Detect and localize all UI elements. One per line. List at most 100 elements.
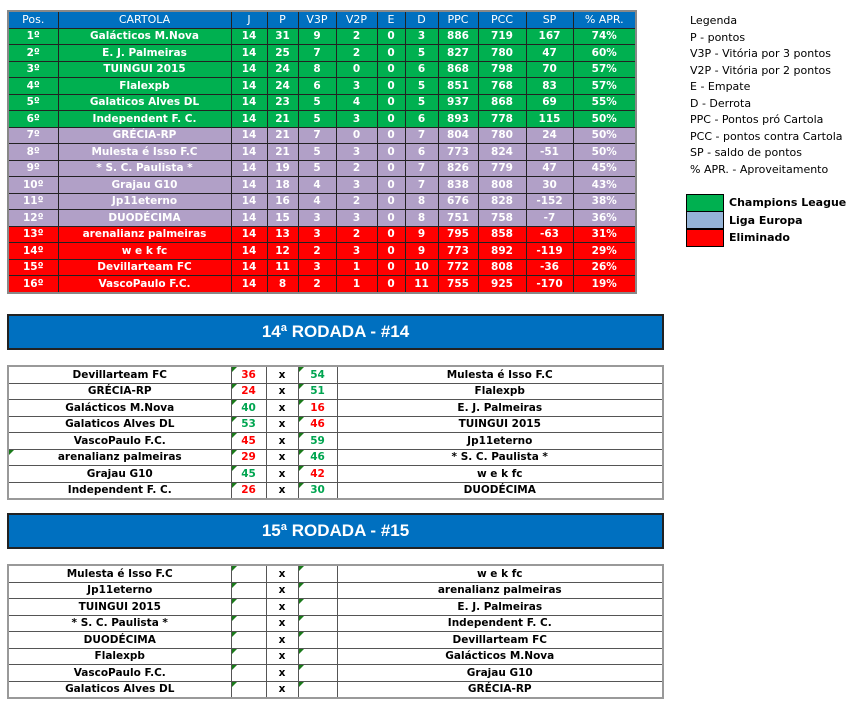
versus-label: x [265,481,299,500]
table-cell: 758 [477,209,527,227]
column-header: D [404,10,439,29]
zone-swatch [686,211,724,230]
table-cell: 38% [572,192,637,210]
table-cell: 7 [404,159,439,177]
table-cell: 3 [297,225,337,243]
table-cell: 70 [525,60,574,78]
table-cell: 7 [404,176,439,194]
table-cell: 18 [266,176,299,194]
zone-legend-item: Champions League [686,193,846,212]
table-cell: 780 [477,44,527,62]
table-cell: Flalexpb [57,77,232,95]
home-team: Galaticos Alves DL [7,680,232,699]
table-cell: E. J. Palmeiras [57,44,232,62]
table-cell: 2º [7,44,59,62]
table-cell: 6 [404,143,439,161]
table-cell: 0 [376,27,406,45]
home-team: Devillarteam FC [7,365,232,384]
table-cell: 11 [266,258,299,276]
home-team: GRÉCIA-RP [7,382,232,400]
home-team: Galaticos Alves DL [7,415,232,433]
away-score: 46 [297,415,338,433]
legend: Legenda P - pontos V3P - Vitória por 3 pon… [690,13,843,178]
table-cell: 886 [437,27,479,45]
table-cell: Galácticos M.Nova [57,27,232,45]
home-team: Jp11eterno [7,581,232,599]
column-header: PPC [437,10,479,29]
home-score [230,647,267,665]
table-cell: 6 [297,77,337,95]
round-14-matches: Devillarteam FC 36 x 54 Mulesta é Isso F.C GR… [7,365,664,500]
table-cell: 2 [297,275,337,293]
match-row: Galaticos Alves DL 53 x 46 TUINGUI 2015 [7,415,664,433]
table-cell: 10 [404,258,439,276]
home-score [230,680,267,699]
table-cell: 14 [230,126,268,144]
table-cell: 3 [335,176,378,194]
home-team: DUODÉCIMA [7,631,232,649]
match-row: Devillarteam FC 36 x 54 Mulesta é Isso F.C [7,365,664,384]
table-cell: 0 [376,126,406,144]
away-team: Flalexpb [336,382,664,400]
table-cell: 868 [437,60,479,78]
table-cell: 55% [572,93,637,111]
round-15-banner: 15ª RODADA - #15 [7,513,664,549]
versus-label: x [265,399,299,417]
table-cell: 6 [404,110,439,128]
table-cell: Mulesta é Isso F.C [57,143,232,161]
versus-label: x [265,631,299,649]
legend-line: V2P - Vitória por 2 pontos [690,63,832,77]
table-cell: 7 [297,126,337,144]
table-cell: 828 [477,192,527,210]
away-team: E. J. Palmeiras [336,598,664,616]
table-cell: 808 [477,176,527,194]
table-cell: 808 [477,258,527,276]
home-score [230,631,267,649]
table-cell: 14 [230,209,268,227]
table-row: 10º Grajau G10 14 18 4 3 0 7 838 808 30 43% [7,176,637,194]
table-cell: 8 [404,209,439,227]
table-cell: 14 [230,159,268,177]
table-cell: 2 [335,44,378,62]
table-cell: 824 [477,143,527,161]
table-cell: 6 [404,60,439,78]
table-cell: 13 [266,225,299,243]
zone-legend: Champions League Liga Europa Eliminado [686,193,846,247]
table-cell: 47 [525,159,574,177]
table-cell: 4 [335,93,378,111]
table-cell: 14 [230,93,268,111]
table-cell: 15º [7,258,59,276]
home-team: Grajau G10 [7,465,232,483]
table-cell: 60% [572,44,637,62]
table-cell: 14º [7,242,59,260]
table-cell: 29% [572,242,637,260]
table-cell: 768 [477,77,527,95]
home-score [230,598,267,616]
table-cell: 14 [230,275,268,293]
table-row: 5º Galaticos Alves DL 14 23 5 4 0 5 937 868 69 55% [7,93,637,111]
table-cell: 5 [404,93,439,111]
away-score: 30 [297,481,338,500]
table-cell: -152 [525,192,574,210]
table-cell: arenalianz palmeiras [57,225,232,243]
home-team: VascoPaulo F.C. [7,664,232,682]
table-cell: 9º [7,159,59,177]
standings-table: Pos. CARTOLA J P V3P V2P E D PPC PCC SP% APR. 1º Ga… [7,10,637,294]
away-team: DUODÉCIMA [336,481,664,500]
table-cell: 6º [7,110,59,128]
table-cell: 115 [525,110,574,128]
away-score [297,564,338,583]
table-cell: 57% [572,77,637,95]
home-score: 53 [230,415,267,433]
table-cell: 30 [525,176,574,194]
table-cell: 16º [7,275,59,293]
table-cell: 780 [477,126,527,144]
table-cell: Grajau G10 [57,176,232,194]
table-cell: 21 [266,143,299,161]
home-score [230,564,267,583]
table-cell: 50% [572,143,637,161]
match-row: * S. C. Paulista * x Independent F. C. [7,614,664,632]
table-cell: 83 [525,77,574,95]
away-score [297,647,338,665]
table-row: 16º VascoPaulo F.C. 14 8 2 1 0 11 755 925 -170 19% [7,275,637,293]
